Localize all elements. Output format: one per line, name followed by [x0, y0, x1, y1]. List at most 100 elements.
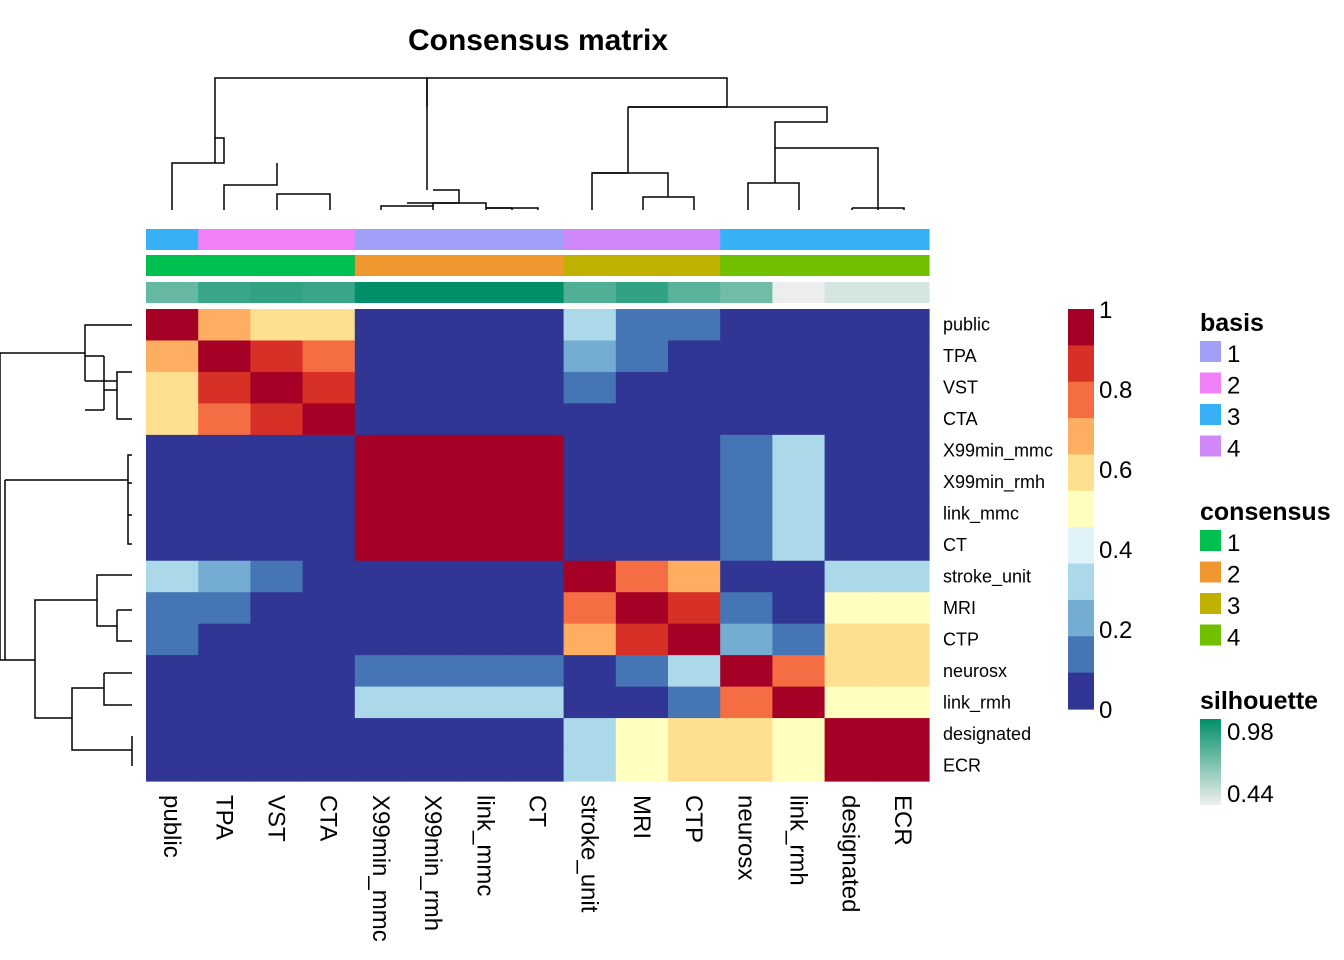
heatmap-cell-ECR-MRI [615, 749, 669, 782]
heatmap-cell-X99min_rmh-X99min_mmc [354, 466, 408, 499]
heatmap-cell-ECR-link_mmc [459, 749, 512, 782]
heatmap-cell-CT-CTA [302, 529, 356, 562]
heatmap-cell-CTP-neurosx [720, 623, 773, 656]
heatmap-cell-designated-CTA [302, 718, 356, 751]
basis-annotation-CTA [302, 229, 356, 250]
heatmap-cell-MRI-stroke_unit [563, 592, 617, 625]
heatmap-cell-CTA-link_rmh [772, 403, 826, 436]
row-label-neurosx: neurosx [943, 661, 1007, 681]
heatmap-cell-neurosx-MRI [615, 655, 669, 688]
heatmap-cells [146, 309, 930, 782]
column-label-VST: VST [263, 795, 290, 842]
heatmap-cell-neurosx-designated [824, 655, 878, 688]
heatmap-cell-link_mmc-CTA [302, 497, 356, 530]
column-dendrogram-branch [747, 148, 800, 210]
heatmap-cell-X99min_mmc-designated [824, 434, 878, 467]
heatmap-cell-neurosx-stroke_unit [563, 655, 617, 688]
color-scale-step [1068, 490, 1094, 528]
heatmap-cell-VST-CTA [302, 371, 356, 404]
heatmap-cell-link_mmc-VST [250, 497, 304, 530]
heatmap-cell-stroke_unit-CTP [668, 560, 721, 593]
heatmap-cell-ECR-X99min_mmc [354, 749, 408, 782]
heatmap-cell-X99min_rmh-stroke_unit [563, 466, 617, 499]
heatmap-cell-CT-CT [511, 529, 565, 562]
consensus-annotation-public [146, 255, 199, 276]
heatmap-cell-MRI-link_mmc [459, 592, 512, 625]
color-scale-legend: 0 0.2 0.4 0.6 0.8 1 [1068, 297, 1132, 724]
silhouette-gradient [1200, 719, 1221, 805]
column-label-CTA: CTA [315, 795, 342, 841]
color-scale-tick-label: 0.8 [1099, 377, 1132, 404]
heatmap-cell-ECR-designated [824, 749, 878, 782]
heatmap-cell-TPA-TPA [198, 340, 251, 373]
heatmap-cell-CTA-CT [511, 403, 565, 436]
silhouette-annotation-ECR [876, 282, 930, 303]
column-label-TPA: TPA [210, 795, 237, 840]
heatmap-cell-CT-ECR [876, 529, 930, 562]
heatmap-cell-link_rmh-MRI [615, 686, 669, 719]
column-dendrogram-branch [628, 106, 879, 210]
heatmap-cell-CTP-VST [250, 623, 304, 656]
heatmap-cell-MRI-public [146, 592, 199, 625]
heatmap-cell-stroke_unit-public [146, 560, 199, 593]
silhouette-annotation-MRI [615, 282, 669, 303]
heatmap-cell-link_rmh-stroke_unit [563, 686, 617, 719]
legend-consensus-swatch [1200, 593, 1221, 614]
row-label-public: public [943, 315, 990, 335]
heatmap-cell-X99min_mmc-CT [511, 434, 565, 467]
heatmap-cell-stroke_unit-X99min_mmc [354, 560, 408, 593]
heatmap-cell-VST-CTP [668, 371, 721, 404]
heatmap-cell-VST-public [146, 371, 199, 404]
heatmap-cell-ECR-public [146, 749, 199, 782]
heatmap-cell-link_mmc-TPA [198, 497, 251, 530]
heatmap-cell-link_mmc-MRI [615, 497, 669, 530]
legend-basis-swatch [1200, 341, 1221, 362]
heatmap-cell-designated-ECR [876, 718, 930, 751]
heatmap-cell-X99min_rmh-link_rmh [772, 466, 826, 499]
heatmap-cell-CTA-ECR [876, 403, 930, 436]
legend-basis-label: 2 [1227, 373, 1240, 400]
row-dendrogram-branch [85, 355, 132, 420]
legend-basis-swatch [1200, 435, 1221, 457]
heatmap-cell-link_mmc-ECR [876, 497, 930, 530]
basis-annotation-neurosx [720, 229, 773, 250]
legend-consensus-label: 4 [1227, 625, 1240, 652]
row-labels: public TPA VST CTA X99min_mmc X99min_rmh link_… [943, 315, 1053, 776]
heatmap-cell-stroke_unit-MRI [615, 560, 669, 593]
column-dendrogram-branch [223, 163, 278, 210]
color-scale-step [1068, 418, 1094, 456]
column-label-neurosx: neurosx [732, 795, 759, 880]
basis-annotation-VST [250, 229, 304, 250]
legend-consensus-swatch [1200, 530, 1221, 551]
heatmap-cell-TPA-MRI [615, 340, 669, 373]
basis-annotation-CT [511, 229, 565, 250]
row-label-VST: VST [943, 378, 978, 398]
heatmap-cell-VST-CT [511, 371, 565, 404]
heatmap-cell-link_rmh-neurosx [720, 686, 773, 719]
heatmap-cell-CTA-link_mmc [459, 403, 512, 436]
consensus-annotation-link_rmh [772, 255, 826, 276]
heatmap-cell-TPA-designated [824, 340, 878, 373]
column-label-X99min_rmh: X99min_rmh [419, 795, 446, 931]
heatmap-cell-CTA-designated [824, 403, 878, 436]
heatmap-cell-link_mmc-designated [824, 497, 878, 530]
silhouette-annotation-CTP [668, 282, 721, 303]
heatmap-cell-TPA-ECR [876, 340, 930, 373]
heatmap-cell-CTA-CTP [668, 403, 721, 436]
heatmap-cell-MRI-designated [824, 592, 878, 625]
silhouette-annotation-CTA [302, 282, 356, 303]
heatmap-cell-CTP-CTP [668, 623, 721, 656]
consensus-legend-title: consensus [1200, 498, 1331, 526]
heatmap-cell-public-X99min_mmc [354, 309, 408, 342]
silhouette-annotation-link_rmh [772, 282, 826, 303]
basis-annotation-designated [824, 229, 878, 250]
heatmap-cell-stroke_unit-link_mmc [459, 560, 512, 593]
heatmap-cell-CTP-link_mmc [459, 623, 512, 656]
heatmap-cell-link_mmc-X99min_mmc [354, 497, 408, 530]
heatmap-cell-X99min_rmh-public [146, 466, 199, 499]
heatmap-cell-designated-CT [511, 718, 565, 751]
heatmap-cell-X99min_rmh-CTP [668, 466, 721, 499]
heatmap-cell-stroke_unit-stroke_unit [563, 560, 617, 593]
consensus-annotation-stroke_unit [563, 255, 617, 276]
heatmap-cell-TPA-link_rmh [772, 340, 826, 373]
